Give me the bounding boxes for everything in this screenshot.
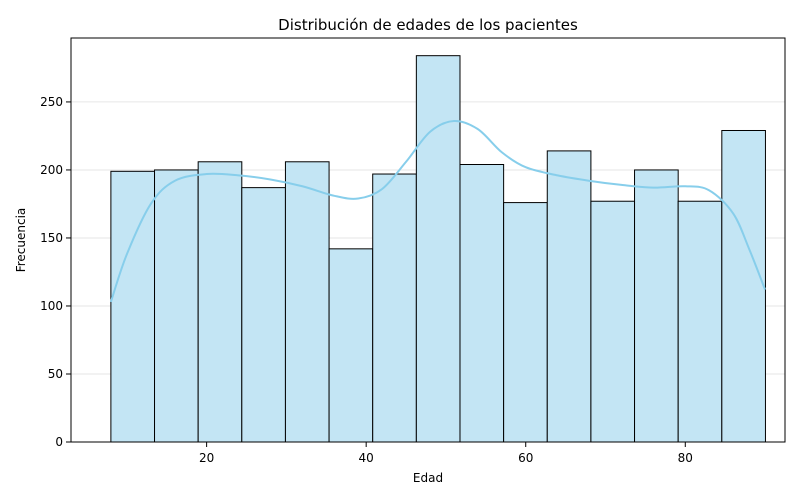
bars: [110, 55, 766, 443]
histogram-bar: [503, 202, 548, 443]
x-tick-label: 20: [199, 451, 214, 465]
histogram-bar: [677, 200, 723, 443]
chart-title: Distribución de edades de los pacientes: [278, 16, 578, 34]
y-tick-label: 150: [40, 231, 63, 245]
kde-line: [109, 119, 766, 303]
x-axis-label: Edad: [413, 471, 443, 485]
y-axis-label: Frecuencia: [14, 208, 28, 273]
x-tick-label: 80: [678, 451, 693, 465]
x-axis-ticks: 20 40 60 80: [199, 442, 693, 465]
histogram-bar: [546, 150, 592, 443]
histogram-bar: [415, 55, 461, 443]
y-tick-label: 50: [48, 367, 63, 381]
x-tick-label: 40: [359, 451, 374, 465]
histogram-bar: [241, 187, 286, 443]
histogram-bar: [590, 200, 636, 443]
histogram-bar: [197, 161, 243, 443]
x-tick-label: 60: [518, 451, 533, 465]
histogram-bar: [328, 248, 374, 443]
y-axis-ticks: 0 50 100 150 200 250: [40, 95, 71, 449]
histogram-bar: [634, 169, 679, 443]
y-tick-label: 200: [40, 163, 63, 177]
histogram-bar: [284, 161, 330, 443]
y-tick-label: 250: [40, 95, 63, 109]
y-tick-label: 100: [40, 299, 63, 313]
plot-frame: [70, 37, 786, 443]
histogram-bar: [110, 170, 156, 443]
y-tick-label: 0: [55, 435, 63, 449]
histogram-bar: [459, 164, 505, 443]
histogram-bar: [721, 129, 766, 443]
histogram-bar: [154, 169, 199, 443]
histogram-bar: [372, 173, 417, 443]
